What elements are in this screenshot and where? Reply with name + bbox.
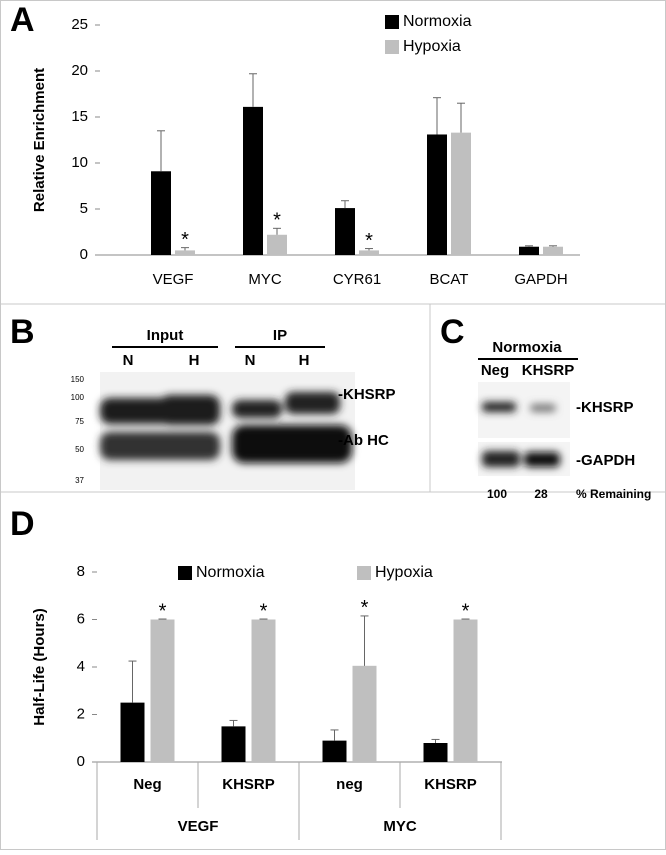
y-tick-label: 6: [77, 610, 85, 627]
band-label: -GAPDH: [576, 452, 635, 469]
y-tick-label: 25: [71, 16, 88, 33]
lane-label: N: [245, 352, 256, 369]
bar: [151, 171, 171, 255]
bar: [352, 665, 377, 762]
band-label: -KHSRP: [338, 386, 396, 403]
bar: [335, 208, 355, 255]
x-tick-label: KHSRP: [222, 776, 275, 793]
bands: [482, 402, 560, 467]
legend-swatch: [178, 566, 192, 580]
bar: [453, 619, 478, 762]
x-tick-label: MYC: [248, 271, 282, 288]
bar: [359, 250, 379, 255]
panel-label: D: [10, 505, 35, 543]
panel-label: A: [10, 1, 35, 39]
bar: [175, 250, 195, 255]
legend-label: Normoxia: [403, 13, 472, 30]
ladder-label: 75: [75, 417, 84, 426]
significance-marker: *: [260, 600, 268, 622]
band: [482, 451, 520, 467]
band: [232, 425, 352, 463]
condition-label: Normoxia: [492, 339, 562, 356]
band: [524, 452, 560, 467]
significance-marker: *: [462, 600, 470, 622]
y-tick-label: 8: [77, 563, 85, 580]
y-axis-title: Half-Life (Hours): [31, 608, 48, 726]
band: [530, 404, 556, 412]
bar: [251, 619, 276, 762]
remaining-value: 100: [487, 487, 507, 501]
bar: [267, 234, 287, 255]
y-tick-label: 10: [71, 154, 88, 171]
significance-marker: *: [361, 597, 369, 619]
y-tick-label: 4: [77, 658, 85, 675]
group-label: MYC: [383, 818, 417, 835]
significance-marker: *: [365, 230, 373, 252]
group-label: VEGF: [178, 818, 219, 835]
legend-swatch: [385, 40, 399, 54]
x-tick-label: BCAT: [430, 271, 469, 288]
x-tick-label: neg: [336, 776, 363, 793]
remaining-label: % Remaining: [576, 487, 651, 501]
panel-label: C: [440, 313, 465, 351]
bar: [150, 619, 175, 762]
y-axis-title: Relative Enrichment: [31, 68, 48, 212]
group-label: IP: [273, 327, 287, 344]
band-label: -Ab HC: [338, 432, 389, 449]
band-label: -KHSRP: [576, 399, 634, 416]
legend-label: Hypoxia: [375, 564, 433, 581]
bar: [451, 132, 471, 255]
legend-label: Hypoxia: [403, 38, 461, 55]
bar: [427, 134, 447, 255]
bands: [100, 392, 352, 463]
band: [482, 402, 516, 412]
x-tick-label: GAPDH: [514, 271, 567, 288]
bar: [243, 106, 263, 255]
bar: [543, 246, 563, 255]
bar: [221, 726, 246, 762]
significance-marker: *: [181, 229, 189, 251]
x-tick-label: Neg: [133, 776, 161, 793]
legend-swatch: [357, 566, 371, 580]
bar: [519, 246, 539, 255]
significance-marker: *: [273, 210, 281, 232]
ladder-label: 100: [71, 393, 85, 402]
y-tick-label: 2: [77, 705, 85, 722]
y-tick-label: 20: [71, 62, 88, 79]
lane-label: H: [299, 352, 310, 369]
lane-label: KHSRP: [522, 362, 575, 379]
band: [232, 400, 282, 418]
ladder-label: 50: [75, 445, 84, 454]
bar: [322, 740, 347, 762]
legend-label: Normoxia: [196, 564, 265, 581]
remaining-value: 28: [534, 487, 548, 501]
lane-label: Neg: [481, 362, 509, 379]
significance-marker: *: [159, 600, 167, 622]
band: [285, 392, 340, 414]
band: [100, 432, 220, 460]
x-tick-label: KHSRP: [424, 776, 477, 793]
lane-label: N: [123, 352, 134, 369]
y-tick-label: 0: [80, 246, 88, 263]
y-tick-label: 0: [77, 753, 85, 770]
band: [160, 395, 220, 425]
lane-label: H: [189, 352, 200, 369]
bar: [120, 702, 145, 762]
ladder-label: 150: [71, 375, 85, 384]
bar: [423, 743, 448, 762]
x-tick-label: VEGF: [153, 271, 194, 288]
y-tick-label: 5: [80, 200, 88, 217]
ladder-label: 37: [75, 476, 84, 485]
group-label: Input: [147, 327, 184, 344]
legend-swatch: [385, 15, 399, 29]
panel-label: B: [10, 313, 35, 351]
y-tick-label: 15: [71, 108, 88, 125]
x-tick-label: CYR61: [333, 271, 381, 288]
